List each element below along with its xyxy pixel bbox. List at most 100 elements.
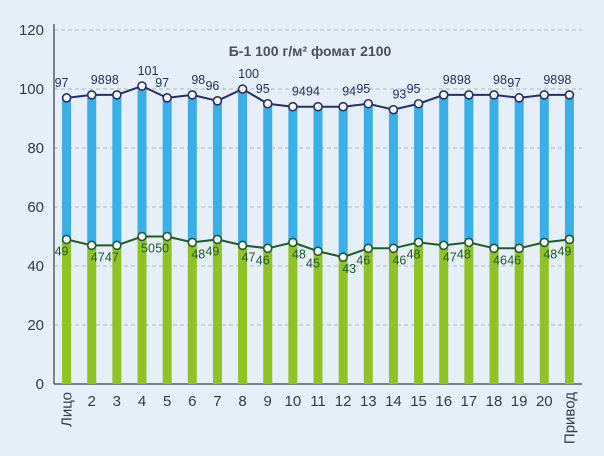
data-point [237, 240, 248, 251]
data-point [464, 237, 474, 248]
bar-lower [263, 248, 273, 384]
data-point [489, 243, 499, 254]
bar-upper [363, 103, 373, 249]
bar-upper [112, 94, 122, 246]
data-point [86, 240, 97, 251]
data-point [438, 90, 449, 100]
bar-upper [514, 97, 524, 249]
data-point [137, 231, 147, 242]
data-label: 48 [292, 247, 306, 261]
data-label: 96 [205, 79, 219, 93]
data-label: 45 [306, 256, 320, 270]
data-label: 98 [543, 73, 557, 87]
bar-lower [539, 242, 549, 384]
x-tick-label: 15 [410, 393, 427, 410]
data-point [363, 243, 374, 254]
data-label: 48 [543, 247, 557, 261]
bar-lower [439, 245, 449, 384]
y-tick-label: 100 [19, 81, 44, 98]
data-point [489, 90, 499, 100]
data-point [212, 96, 223, 106]
data-label: 48 [407, 247, 421, 261]
bar-upper [414, 103, 424, 243]
data-label: 98 [105, 73, 119, 87]
bar-lower [87, 245, 97, 384]
bar-upper [388, 109, 398, 249]
data-label: 98 [91, 73, 105, 87]
bar-lower [187, 242, 197, 384]
data-label: 95 [407, 82, 421, 96]
y-tick-label: 20 [27, 317, 44, 334]
x-tick-label: 5 [163, 393, 171, 410]
data-label: 50 [141, 242, 155, 256]
x-tick-label: Привод [561, 392, 578, 444]
bar-upper [288, 106, 298, 243]
bar-upper [162, 97, 172, 237]
data-label: 94 [306, 85, 320, 99]
bar-lower [464, 242, 474, 384]
bar-lower [313, 251, 323, 384]
data-label: 47 [443, 250, 457, 264]
bar-lower [414, 242, 424, 384]
data-point [61, 93, 72, 103]
data-label: 50 [155, 242, 169, 256]
data-label: 46 [392, 253, 406, 267]
data-label: 95 [356, 82, 370, 96]
y-tick-label: 60 [27, 199, 44, 216]
data-point [514, 243, 524, 254]
bar-upper [87, 94, 97, 246]
bar-upper [464, 94, 474, 243]
data-point [288, 101, 298, 112]
data-point [162, 231, 172, 242]
y-tick-label: 0 [36, 376, 44, 393]
data-label: 48 [191, 247, 205, 261]
data-point [388, 243, 399, 254]
data-point [137, 81, 147, 91]
x-tick-label: 16 [435, 393, 452, 410]
data-point [539, 90, 550, 100]
x-tick-label: 10 [285, 393, 302, 410]
data-point [262, 243, 273, 254]
x-tick-label: 2 [88, 393, 96, 410]
data-point [313, 101, 323, 112]
x-tick-label: 17 [461, 393, 478, 410]
bar-upper [238, 89, 248, 246]
data-point [212, 234, 223, 245]
data-label: 47 [91, 250, 105, 264]
bar-lower [564, 239, 574, 384]
x-tick-label: 8 [238, 393, 246, 410]
bar-upper [439, 94, 449, 246]
data-point [338, 252, 348, 262]
bar-upper [212, 100, 222, 240]
bar-upper [489, 94, 499, 249]
data-point [288, 237, 298, 248]
bar-lower [363, 248, 373, 384]
data-point [162, 93, 172, 103]
data-label: 97 [55, 76, 69, 90]
data-label: 47 [105, 250, 119, 264]
bar-upper [564, 94, 574, 240]
data-label: 48 [457, 247, 471, 261]
bar-lower [238, 245, 248, 384]
data-point [413, 98, 424, 109]
data-label: 46 [256, 253, 270, 267]
x-tick-label: 3 [113, 393, 121, 410]
bar-lower [489, 248, 499, 384]
bar-lower [162, 236, 172, 384]
bar-upper [539, 94, 549, 243]
chart-title: Б-1 100 г/м² фомат 2100 [229, 43, 392, 59]
data-label: 95 [256, 82, 270, 96]
data-label: 94 [342, 85, 356, 99]
data-point [313, 246, 323, 257]
x-tick-label: 18 [486, 393, 503, 410]
bar-lower [514, 248, 524, 384]
data-label: 49 [55, 244, 69, 258]
data-point [413, 237, 424, 248]
data-point [237, 84, 248, 94]
bar-upper [137, 86, 147, 237]
data-label: 98 [443, 73, 457, 87]
data-point [86, 90, 97, 100]
data-point [187, 90, 198, 100]
